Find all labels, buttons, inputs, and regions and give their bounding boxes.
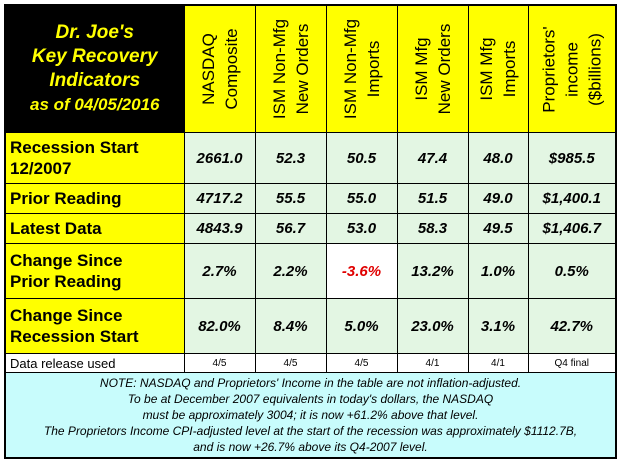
row-label: Latest Data (4, 213, 185, 244)
value-cell: 58.3 (396, 213, 469, 244)
release-label: Data release used (4, 353, 185, 373)
value-cell: 52.3 (254, 132, 327, 184)
value-cell: 42.7% (527, 298, 617, 354)
table-row-prior-reading: Prior Reading 4717.2 55.5 55.0 51.5 49.0… (4, 183, 617, 214)
value-cell: 2.7% (183, 243, 256, 299)
row-label: Recession Start 12/2007 (4, 132, 185, 184)
value-cell: 49.5 (467, 213, 529, 244)
release-cell: 4/5 (325, 353, 398, 373)
value-cell: 55.5 (254, 183, 327, 214)
recovery-indicators-table: Dr. Joe's Key Recovery Indicators as of … (4, 4, 617, 459)
value-cell: 49.0 (467, 183, 529, 214)
column-header-ism-mfg-imports: ISM Mfg Imports (467, 4, 529, 133)
column-header-ism-mfg-new-orders: ISM Mfg New Orders (396, 4, 469, 133)
column-header-ism-nonmfg-new-orders: ISM Non-Mfg New Orders (254, 4, 327, 133)
release-cell: 4/5 (254, 353, 327, 373)
value-cell: 56.7 (254, 213, 327, 244)
column-header-proprietors-income: Proprietors' income ($billions) (527, 4, 617, 133)
negative-value-cell: -3.6% (325, 243, 398, 299)
value-cell: 13.2% (396, 243, 469, 299)
release-cell: 4/1 (396, 353, 469, 373)
value-cell: 3.1% (467, 298, 529, 354)
title-line-2: Key Recovery (31, 46, 158, 67)
footnote: NOTE: NASDAQ and Proprietors' Income in … (4, 372, 617, 459)
column-header-nasdaq: NASDAQ Composite (183, 4, 256, 133)
value-cell: 47.4 (396, 132, 469, 184)
release-cell: 4/1 (467, 353, 529, 373)
value-cell: 2.2% (254, 243, 327, 299)
value-cell: 53.0 (325, 213, 398, 244)
table-row-recession-start: Recession Start 12/2007 2661.0 52.3 50.5… (4, 132, 617, 184)
row-label: Change Since Prior Reading (4, 243, 185, 299)
release-cell: 4/5 (183, 353, 256, 373)
table-title: Dr. Joe's Key Recovery Indicators as of … (4, 4, 185, 133)
value-cell: 23.0% (396, 298, 469, 354)
note-row: NOTE: NASDAQ and Proprietors' Income in … (4, 372, 617, 459)
table-row-change-since-prior: Change Since Prior Reading 2.7% 2.2% -3.… (4, 243, 617, 299)
table-row-data-release: Data release used 4/5 4/5 4/5 4/1 4/1 Q4… (4, 353, 617, 373)
row-label: Change Since Recession Start (4, 298, 185, 354)
value-cell: 4717.2 (183, 183, 256, 214)
value-cell: 4843.9 (183, 213, 256, 244)
value-cell: 8.4% (254, 298, 327, 354)
value-cell: 82.0% (183, 298, 256, 354)
value-cell: 5.0% (325, 298, 398, 354)
value-cell: 55.0 (325, 183, 398, 214)
value-cell: 50.5 (325, 132, 398, 184)
value-cell: 51.5 (396, 183, 469, 214)
title-line-3: Indicators (49, 70, 141, 91)
value-cell: 1.0% (467, 243, 529, 299)
value-cell: $985.5 (527, 132, 617, 184)
as-of-date: as of 04/05/2016 (30, 95, 160, 114)
header-row: Dr. Joe's Key Recovery Indicators as of … (4, 4, 617, 133)
column-header-ism-nonmfg-imports: ISM Non-Mfg Imports (325, 4, 398, 133)
value-cell: $1,400.1 (527, 183, 617, 214)
table-row-latest-data: Latest Data 4843.9 56.7 53.0 58.3 49.5 $… (4, 213, 617, 244)
value-cell: $1,406.7 (527, 213, 617, 244)
value-cell: 2661.0 (183, 132, 256, 184)
table-row-change-since-recession: Change Since Recession Start 82.0% 8.4% … (4, 298, 617, 354)
value-cell: 0.5% (527, 243, 617, 299)
release-cell: Q4 final (527, 353, 617, 373)
value-cell: 48.0 (467, 132, 529, 184)
row-label: Prior Reading (4, 183, 185, 214)
title-line-1: Dr. Joe's (55, 22, 134, 43)
